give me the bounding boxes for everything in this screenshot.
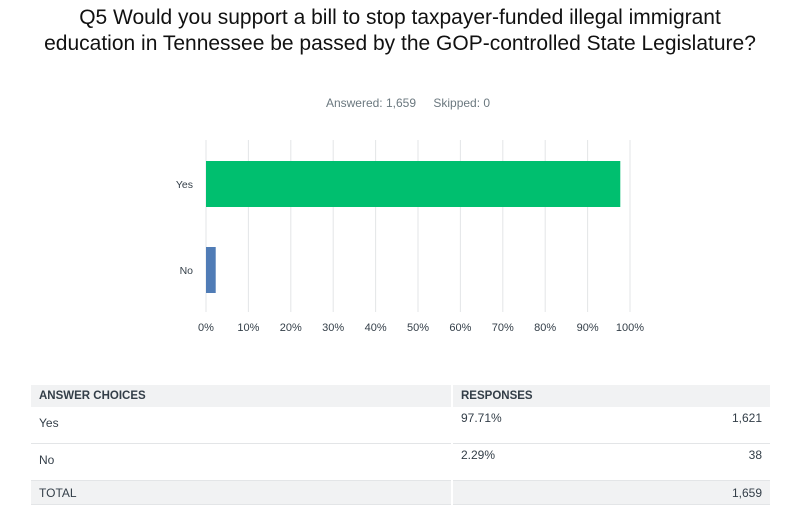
choice-label: No [31,443,452,481]
bar-chart: 0% 10% 20% 30% 40% 50% 60% 70% 80% 90% 100% Yes No [176,140,644,334]
bar-no [206,247,216,293]
answered-count: Answered: 1,659 [325,96,416,110]
response-count: 38 [748,448,762,462]
x-tick-label: 60% [449,322,471,334]
question-title: Q5 Would you support a bill to stop taxp… [44,6,756,55]
total-row: TOTAL 1,659 [31,480,770,505]
x-tick-label: 30% [322,322,344,334]
total-label: TOTAL [31,480,452,505]
x-tick-label: 90% [577,322,599,334]
response-count: 1,621 [731,411,762,425]
category-label: No [180,265,194,277]
response-cell: 2.29% 38 [451,443,770,481]
x-tick-label: 80% [534,322,556,334]
table-row: No 2.29% 38 [31,443,770,481]
table-row: Yes 97.71% 1,621 [31,407,770,444]
x-tick-label: 50% [407,322,429,334]
skipped-count: Skipped: 0 [433,96,491,110]
category-label: Yes [176,179,193,191]
header-answer-choices: ANSWER CHOICES [31,385,452,407]
results-table: ANSWER CHOICES RESPONSES Yes 97.71% 1,62… [31,385,770,505]
x-tick-label: 100% [616,322,644,334]
x-tick-label: 10% [237,322,259,334]
x-tick-label: 40% [365,322,387,334]
choice-label: Yes [31,407,452,444]
response-cell: 97.71% 1,621 [451,407,770,444]
x-tick-label: 0% [198,322,214,334]
x-tick-label: 70% [492,322,514,334]
total-count: 1,659 [451,480,770,505]
response-summary: Answered: 1,659 Skipped: 0 [0,96,800,110]
response-percent: 2.29% [461,448,496,462]
header-responses: RESPONSES [451,385,770,407]
response-percent: 97.71% [461,411,502,425]
bar-yes [206,161,621,207]
x-tick-label: 20% [280,322,302,334]
